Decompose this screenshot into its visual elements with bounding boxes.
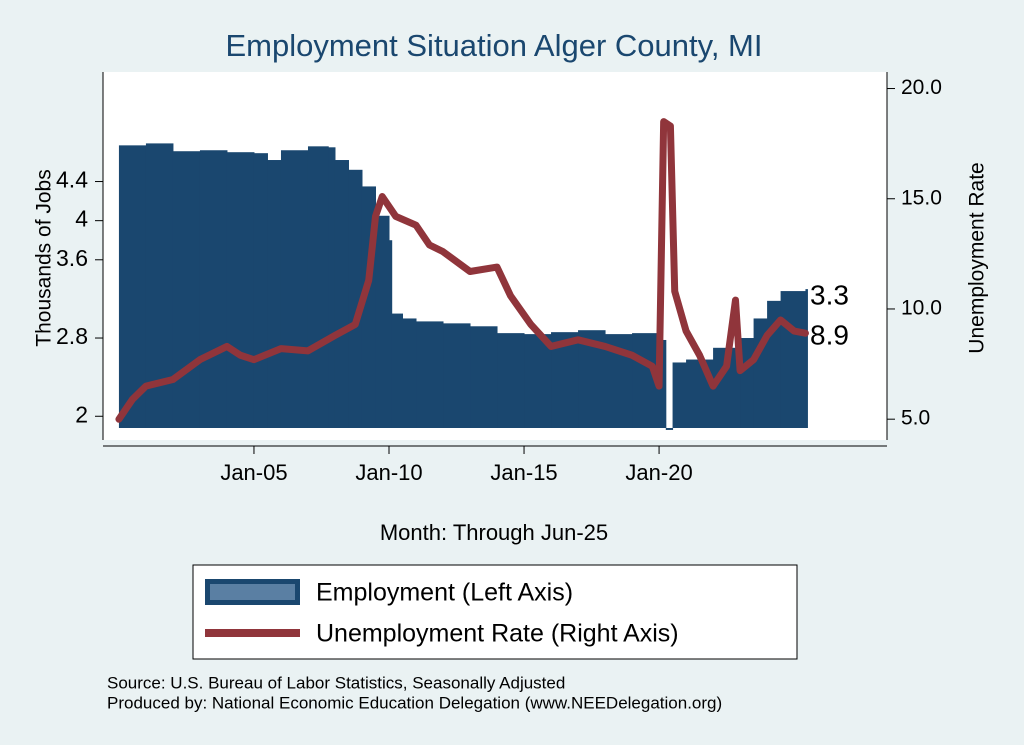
bar — [391, 313, 404, 428]
legend-label: Employment (Left Axis) — [316, 579, 573, 607]
bar — [307, 146, 329, 429]
bar — [388, 240, 393, 428]
y2-axis-title: Unemployment Rate — [966, 162, 989, 353]
y2-tick-label: 20.0 — [901, 76, 942, 99]
y2-tick-label: 10.0 — [901, 297, 942, 320]
bar — [672, 362, 687, 428]
bar — [659, 339, 667, 428]
bar — [665, 428, 674, 430]
y2-tick-label: 5.0 — [901, 407, 930, 430]
bar — [443, 323, 471, 428]
bar — [524, 334, 552, 428]
line — [115, 118, 809, 423]
x-tick-label: Jan-20 — [625, 460, 692, 485]
bar — [334, 160, 349, 428]
bar — [780, 291, 806, 428]
x-tick-label: Jan-15 — [490, 460, 557, 485]
bar — [253, 153, 268, 428]
y-tick-label: 2 — [75, 401, 88, 427]
y-tick-label: 2.8 — [56, 323, 88, 349]
bar — [328, 147, 336, 429]
y-tick-label: 3.6 — [56, 245, 88, 271]
bar — [267, 160, 282, 428]
bar — [118, 145, 147, 428]
legend-swatch-inner — [210, 584, 295, 600]
chart-title: Employment Situation Alger County, MI — [225, 28, 762, 63]
plot — [115, 118, 809, 430]
y2-tick-label: 15.0 — [901, 186, 942, 209]
y-axis-title: Thousands of Jobs — [33, 169, 56, 346]
bar — [280, 150, 309, 428]
bar — [470, 326, 498, 428]
bar — [402, 318, 417, 428]
bar — [416, 321, 444, 428]
x-axis-title: Month: Through Jun-25 — [380, 520, 608, 545]
bar — [226, 152, 255, 428]
producer-note: Produced by: National Economic Education… — [107, 693, 722, 712]
x-tick-label: Jan-05 — [220, 460, 287, 485]
bar — [172, 151, 201, 428]
source-note: Source: U.S. Bureau of Labor Statistics,… — [107, 673, 565, 692]
bar — [497, 333, 525, 428]
bar — [348, 169, 363, 429]
legend-label: Unemployment Rate (Right Axis) — [316, 620, 679, 648]
x-tick-label: Jan-10 — [355, 460, 422, 485]
bar — [199, 150, 228, 428]
y-tick-label: 4.4 — [56, 167, 88, 193]
end-label: 3.3 — [810, 279, 849, 310]
y-tick-label: 4 — [75, 206, 88, 232]
end-label: 8.9 — [810, 320, 849, 351]
bar — [805, 289, 808, 428]
bar — [375, 215, 390, 428]
